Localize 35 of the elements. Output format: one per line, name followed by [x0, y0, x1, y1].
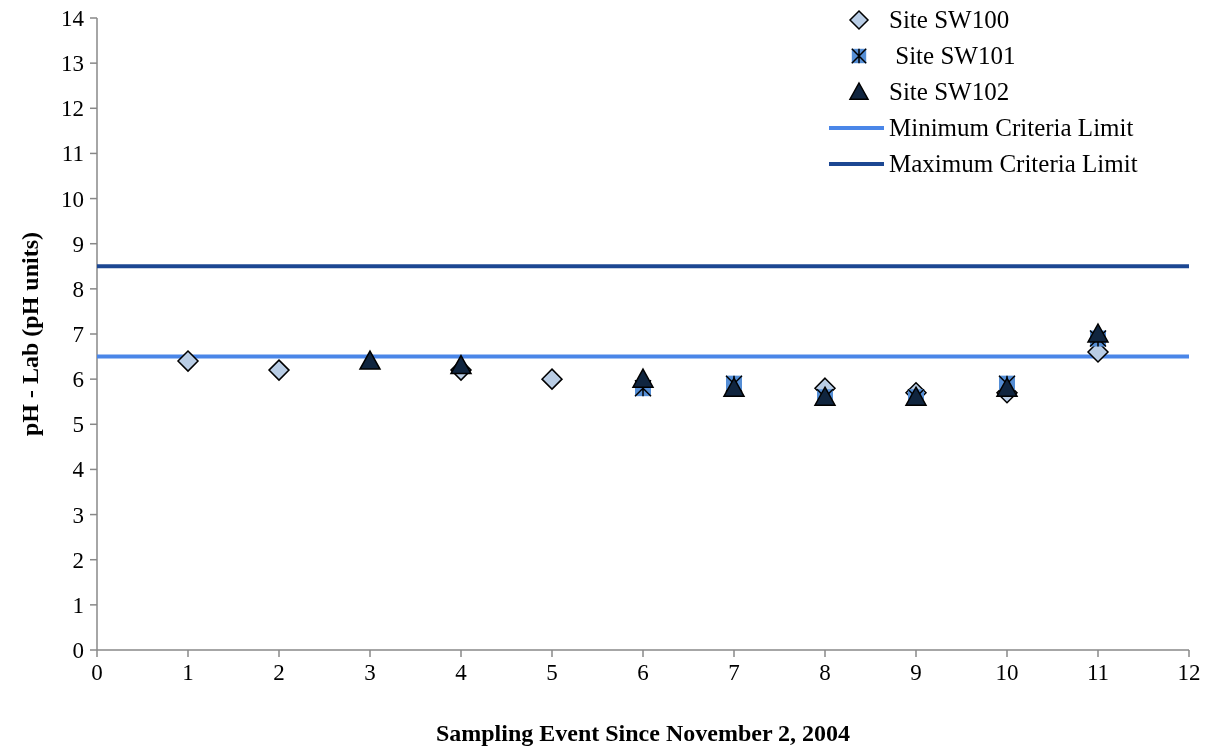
x-tick-label: 0 [91, 660, 103, 685]
x-tick-label: 5 [546, 660, 558, 685]
x-tick-label: 3 [364, 660, 376, 685]
legend-label: Maximum Criteria Limit [889, 150, 1138, 177]
x-tick-label: 6 [637, 660, 649, 685]
y-tick-label: 12 [61, 96, 84, 122]
x-tick-label: 12 [1177, 660, 1201, 685]
legend-label: Site SW100 [889, 6, 1010, 33]
legend-label: Site SW102 [889, 78, 1010, 105]
y-tick-label: 1 [72, 592, 84, 618]
legend-label: Site SW101 [889, 42, 1016, 69]
legend-label: Minimum Criteria Limit [889, 114, 1134, 141]
x-tick-label: 7 [728, 660, 740, 685]
y-axis-title: pH - Lab (pH units) [17, 231, 43, 437]
y-tick-label: 4 [72, 457, 85, 483]
y-tick-label: 13 [61, 51, 84, 77]
x-tick-label: 1 [182, 660, 194, 685]
y-tick-label: 8 [72, 276, 84, 302]
y-tick-label: 9 [72, 231, 84, 257]
y-tick-label: 6 [72, 367, 84, 393]
x-tick-label: 2 [273, 660, 285, 685]
y-tick-label: 0 [72, 638, 84, 663]
x-tick-label: 8 [819, 660, 831, 685]
y-tick-label: 7 [72, 322, 84, 347]
y-tick-label: 14 [61, 6, 85, 31]
x-axis-title: Sampling Event Since November 2, 2004 [435, 720, 851, 746]
x-tick-label: 10 [995, 660, 1019, 685]
y-tick-label: 11 [61, 141, 84, 167]
x-tick-label: 9 [910, 660, 922, 685]
y-tick-label: 5 [72, 412, 84, 438]
x-tick-label: 4 [455, 660, 468, 685]
y-tick-label: 2 [72, 547, 84, 573]
y-tick-label: 10 [61, 186, 84, 212]
y-tick-label: 3 [72, 502, 84, 528]
x-tick-label: 11 [1086, 660, 1110, 685]
